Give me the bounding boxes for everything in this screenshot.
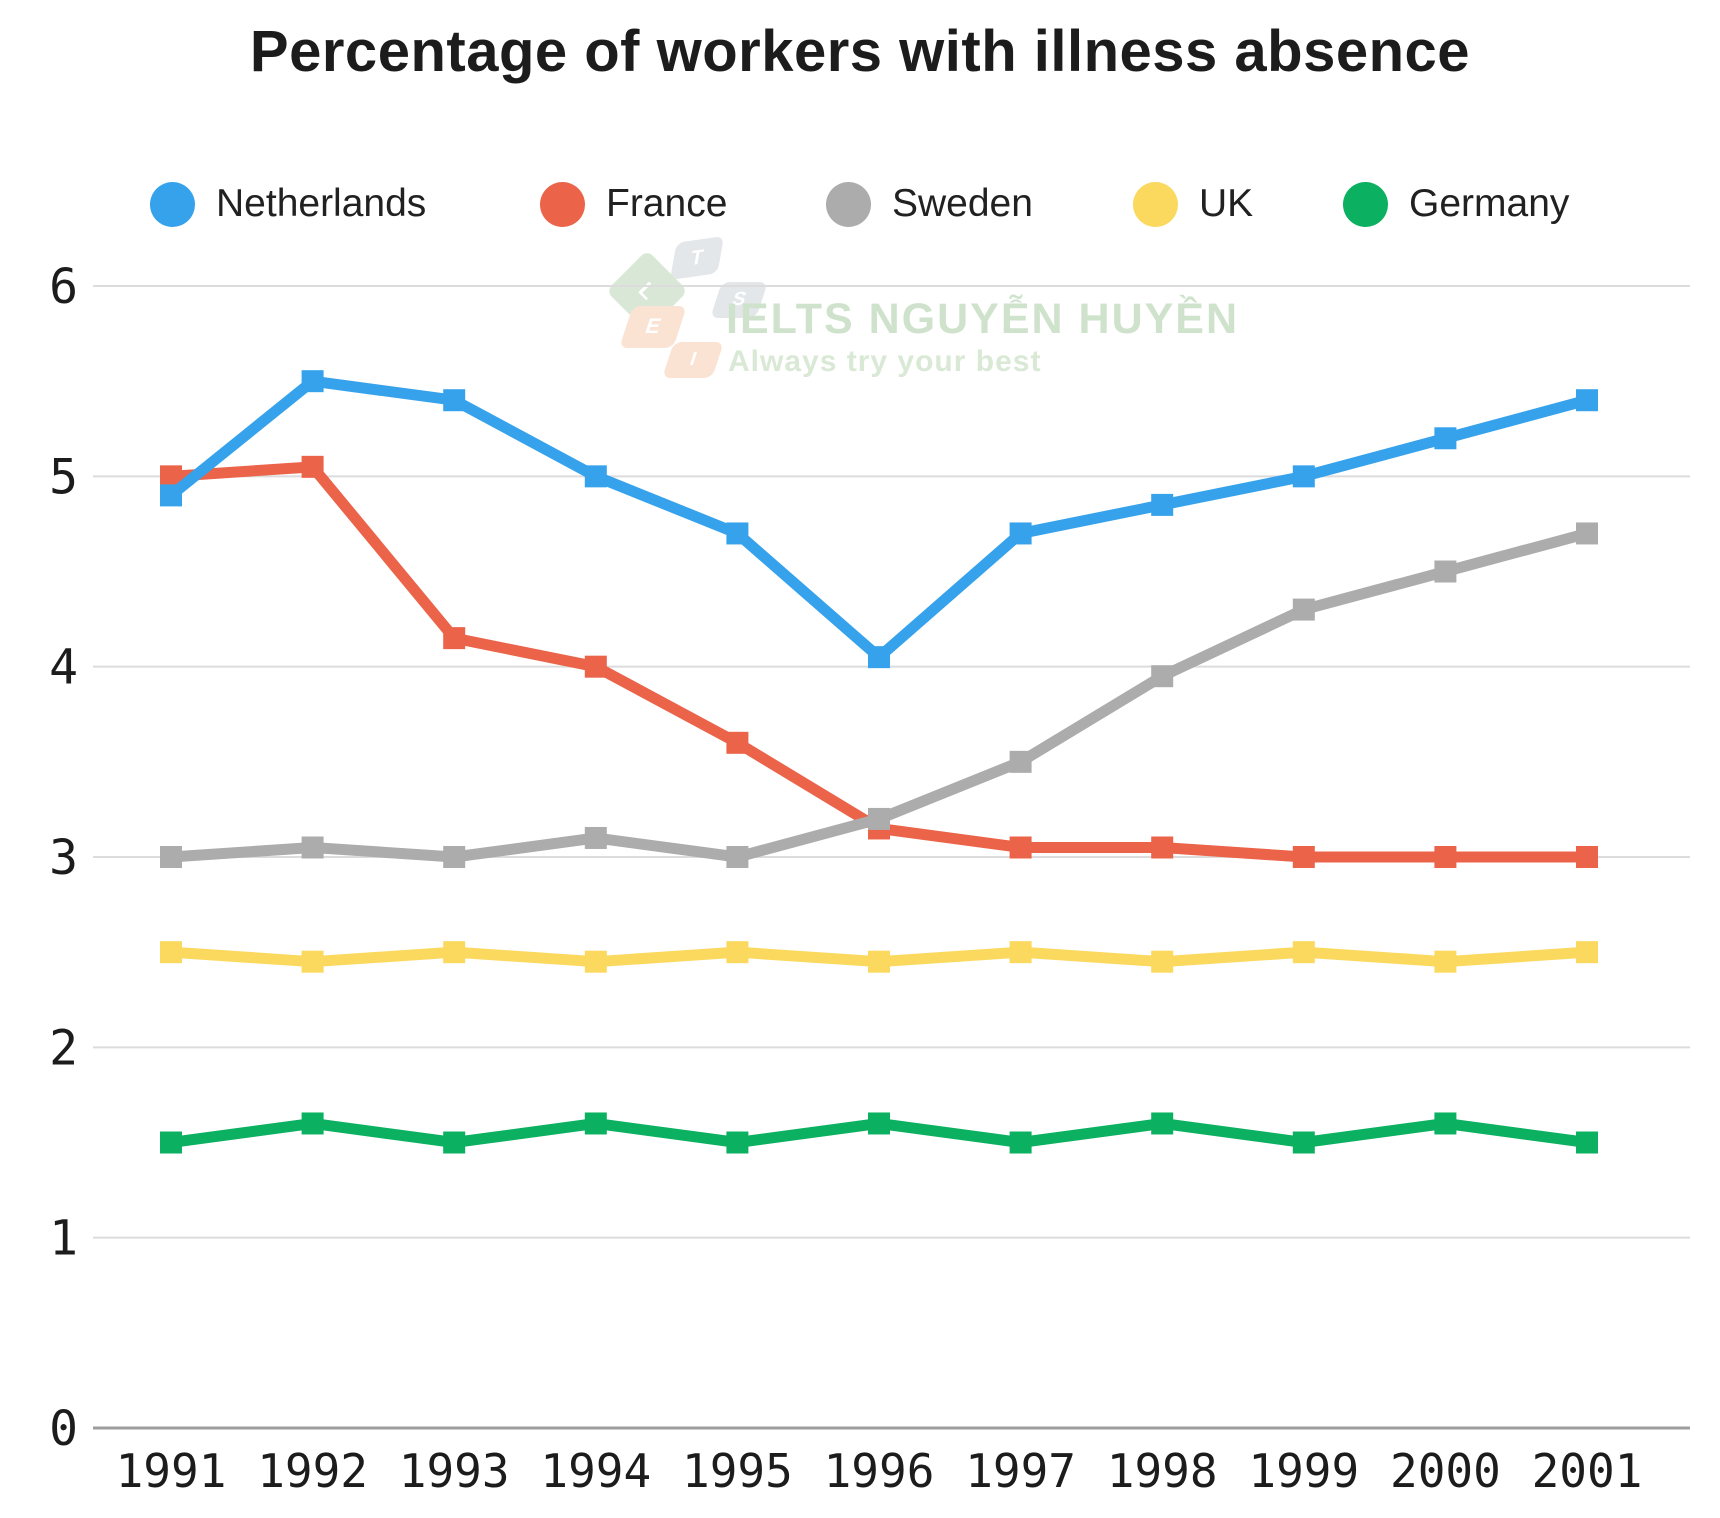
x-tick-label: 1996 [824, 1444, 935, 1498]
legend-label: UK [1199, 182, 1254, 225]
data-point-uk [443, 941, 466, 964]
data-point-sweden [1292, 598, 1315, 621]
data-point-netherlands [1151, 493, 1174, 516]
data-point-germany [726, 1131, 749, 1154]
data-point-uk [160, 941, 182, 964]
data-point-uk [584, 950, 607, 973]
legend-dot-uk [1133, 181, 1178, 227]
y-tick-label: 3 [49, 830, 78, 886]
data-point-germany [868, 1112, 890, 1135]
data-point-germany [1434, 1112, 1457, 1135]
x-tick-label: 1994 [540, 1444, 651, 1498]
data-point-netherlands [160, 484, 182, 507]
data-point-uk [1009, 941, 1032, 964]
legend-dot-germany [1343, 181, 1388, 227]
legend-item-france: France [540, 178, 727, 230]
data-point-france [301, 455, 324, 478]
legend-label: France [606, 182, 728, 225]
data-point-sweden [726, 846, 749, 869]
data-point-netherlands [868, 646, 890, 669]
legend-item-sweden: Sweden [826, 178, 1033, 230]
data-point-germany [1151, 1112, 1174, 1135]
series-line-netherlands [165, 375, 1593, 663]
data-point-france [726, 731, 749, 754]
data-point-uk [726, 941, 749, 964]
x-tick-label: 1993 [399, 1444, 510, 1498]
data-point-netherlands [1576, 389, 1598, 412]
data-point-netherlands [1292, 465, 1315, 488]
data-point-germany [1576, 1131, 1598, 1154]
x-tick-label: 1999 [1248, 1444, 1359, 1498]
legend-item-uk: UK [1133, 178, 1253, 230]
x-tick-label: 1997 [965, 1444, 1076, 1498]
x-tick-label: 1992 [257, 1444, 368, 1498]
data-point-sweden [1434, 560, 1457, 583]
data-point-sweden [1151, 665, 1174, 688]
y-tick-label: 6 [49, 259, 78, 315]
data-point-germany [1292, 1131, 1315, 1154]
data-point-sweden [1009, 750, 1032, 773]
x-tick-label: 1998 [1107, 1444, 1218, 1498]
x-tick-label: 2000 [1390, 1444, 1501, 1498]
data-point-france [1151, 836, 1174, 859]
data-point-uk [1576, 941, 1598, 964]
chart-legend: Netherlands France Sweden UK Germany [0, 178, 1720, 232]
x-tick-label: 1991 [116, 1444, 227, 1498]
legend-label: Netherlands [216, 182, 427, 225]
data-point-france [1576, 846, 1598, 869]
data-point-uk [1292, 941, 1315, 964]
legend-dot-france [540, 181, 585, 227]
legend-dot-sweden [826, 181, 871, 227]
data-point-sweden [584, 826, 607, 849]
data-point-france [1009, 836, 1032, 859]
data-point-sweden [868, 807, 890, 830]
watermark-slogan-text: Always try your best [728, 345, 1042, 378]
data-point-france [584, 655, 607, 678]
data-point-france [1434, 846, 1457, 869]
data-point-uk [868, 950, 890, 973]
chart-title: Percentage of workers with illness absen… [249, 19, 1471, 84]
legend-label: Sweden [892, 182, 1033, 225]
y-tick-label: 4 [49, 640, 78, 696]
data-point-sweden [160, 846, 182, 869]
y-tick-label: 1 [49, 1211, 78, 1267]
data-point-france [160, 465, 182, 488]
data-point-france [1292, 846, 1315, 869]
data-point-sweden [443, 846, 466, 869]
data-point-germany [1009, 1131, 1032, 1154]
data-point-france [443, 627, 466, 650]
legend-item-germany: Germany [1343, 178, 1569, 230]
data-point-netherlands [301, 370, 324, 393]
data-point-netherlands [443, 389, 466, 412]
data-point-germany [301, 1112, 324, 1135]
y-tick-label: 2 [49, 1020, 78, 1076]
data-point-netherlands [726, 522, 749, 545]
watermark-brand-text: IELTS NGUYỄN HUYỀN [726, 295, 1240, 343]
legend-dot-netherlands [150, 181, 195, 227]
data-point-uk [1151, 950, 1174, 973]
data-point-germany [443, 1131, 466, 1154]
legend-label: Germany [1409, 182, 1570, 225]
data-point-netherlands [584, 465, 607, 488]
data-point-germany [160, 1131, 182, 1154]
data-point-netherlands [1009, 522, 1032, 545]
x-tick-label: 1995 [682, 1444, 793, 1498]
y-tick-label: 0 [49, 1401, 78, 1457]
data-point-uk [1434, 950, 1457, 973]
x-tick-label: 2001 [1532, 1444, 1643, 1498]
data-point-uk [301, 950, 324, 973]
legend-item-netherlands: Netherlands [150, 178, 426, 230]
data-point-netherlands [1434, 427, 1457, 450]
data-point-sweden [301, 836, 324, 859]
data-point-sweden [1576, 522, 1598, 545]
y-tick-label: 5 [49, 449, 78, 505]
data-point-germany [584, 1112, 607, 1135]
